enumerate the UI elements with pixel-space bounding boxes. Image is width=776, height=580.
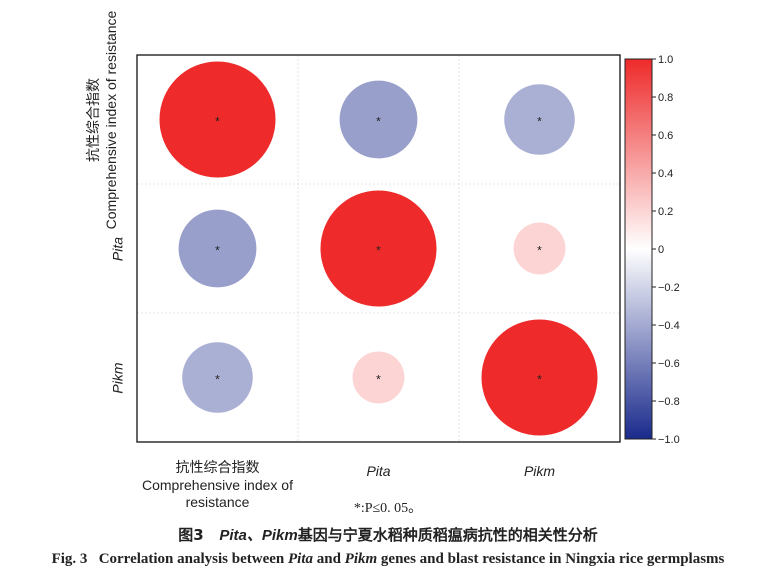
significance-star: * xyxy=(537,373,542,387)
correlation-circle xyxy=(320,190,437,307)
significance-star: * xyxy=(376,373,381,387)
x-axis-label-pikm: Pikm xyxy=(523,463,556,479)
colorbar: 1.0 0.8 0.6 0.4 0.2 0 −0.2 −0.4 −0.6 −0.8 −1.0 xyxy=(624,54,680,446)
correlation-circle xyxy=(481,319,598,436)
y-axis-label-pita: Pita xyxy=(109,236,126,261)
correlation-cells: * * * * * * * * * xyxy=(159,61,598,436)
caption-en-part: Pikm xyxy=(344,551,378,567)
significance-note: *:P≤0. 05。 xyxy=(353,501,423,516)
colorbar-tick-label: 0.6 xyxy=(658,130,673,142)
significance-star: * xyxy=(537,244,542,258)
x-axis-label-resistance-index: 抗性综合指数 Comprehensive index of resistance xyxy=(142,460,293,510)
colorbar-tick-label: −1.0 xyxy=(658,434,680,446)
colorbar-tick-label: 0.2 xyxy=(658,206,673,218)
colorbar-tick-label: −0.6 xyxy=(658,358,680,370)
correlation-circle xyxy=(339,80,418,159)
figure-caption-cn: 图3 Pita、Pikm基因与宁夏水稻种质稻瘟病抗性的相关性分析 xyxy=(0,524,776,545)
colorbar-tick-label: −0.2 xyxy=(658,282,680,294)
correlation-circle xyxy=(178,209,257,288)
caption-en-part: Correlation analysis between xyxy=(98,551,288,567)
colorbar-tick-label: 1.0 xyxy=(658,54,673,66)
x-axis-label-pita: Pita xyxy=(366,463,391,479)
colorbar-gradient xyxy=(624,58,653,440)
significance-star: * xyxy=(537,115,542,129)
significance-star: * xyxy=(215,115,220,129)
correlation-circle xyxy=(513,222,566,275)
colorbar-tick-label: 0.4 xyxy=(658,168,673,180)
y-axis-label-pikm: Pikm xyxy=(109,361,126,394)
y-axis-label-resistance-index: 抗性综合指数 Comprehensive index of resistance xyxy=(86,10,119,229)
caption-gene-names: Pita、Pikm xyxy=(219,527,298,544)
plot-grid xyxy=(136,54,621,443)
colorbar-tick-label: 0.8 xyxy=(658,92,673,104)
correlation-circle xyxy=(352,351,405,404)
figure-caption-en: Fig. 3 Correlation analysis between Pita… xyxy=(0,551,776,568)
colorbar-tick-label: −0.8 xyxy=(658,396,680,408)
caption-en-part: genes and blast resistance in Ningxia ri… xyxy=(377,551,725,567)
caption-en-part: and xyxy=(312,551,345,567)
caption-title-cn: 基因与宁夏水稻种质稻瘟病抗性的相关性分析 xyxy=(297,526,598,544)
colorbar-tick-label: 0 xyxy=(658,244,664,256)
significance-star: * xyxy=(215,244,220,258)
correlation-circle xyxy=(504,84,575,155)
correlation-circle xyxy=(159,61,276,178)
significance-star: * xyxy=(215,373,220,387)
figure-number-cn: 图3 xyxy=(178,526,204,544)
caption-en-part: Pita xyxy=(287,551,313,567)
significance-star: * xyxy=(376,244,381,258)
colorbar-tick-label: −0.4 xyxy=(658,320,680,332)
plot-frame xyxy=(136,54,621,443)
significance-star: * xyxy=(376,115,381,129)
correlation-circle xyxy=(182,342,253,413)
figure-number-en: Fig. 3 xyxy=(51,551,88,567)
